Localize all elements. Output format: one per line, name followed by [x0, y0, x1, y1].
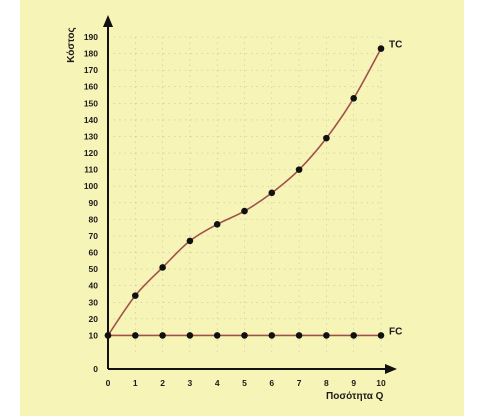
axes-layer — [103, 15, 397, 374]
y-axis-title: Κόστος — [66, 27, 77, 62]
fc-point — [241, 332, 248, 339]
x-tick-label: 0 — [106, 378, 111, 388]
y-tick-label: 190 — [84, 32, 98, 42]
series-layer — [104, 45, 385, 339]
y-tick-label: 160 — [84, 82, 98, 92]
fc-point — [377, 332, 385, 339]
fc-point — [213, 332, 221, 339]
series-labels-layer: TC FC — [389, 40, 402, 338]
tc-point — [213, 221, 221, 228]
tc-point — [295, 166, 303, 173]
y-tick-label: 90 — [89, 198, 99, 208]
y-tick-label: 70 — [89, 231, 99, 241]
y-tick-label: 50 — [89, 264, 99, 274]
chart-panel — [20, 0, 464, 416]
x-tick-label: 4 — [215, 378, 220, 388]
fc-point — [323, 332, 330, 339]
y-tick-label: 80 — [89, 214, 99, 224]
x-tick-label: 7 — [297, 378, 302, 388]
y-tick-label: 0 — [93, 364, 98, 374]
tc-point — [323, 134, 330, 142]
x-tick-label: 3 — [188, 378, 193, 388]
fc-point — [295, 332, 303, 339]
y-tick-label: 170 — [84, 65, 98, 75]
y-tick-label: 10 — [89, 330, 99, 340]
fc-point — [159, 332, 166, 339]
fc-point — [132, 332, 139, 339]
x-tick-label: 6 — [269, 378, 274, 388]
y-tick-label: 20 — [89, 314, 99, 324]
tc-series-label: TC — [389, 40, 402, 51]
fc-point — [186, 332, 194, 339]
x-tick-label: 2 — [160, 378, 165, 388]
fc-point — [104, 332, 112, 339]
tc-point — [377, 45, 385, 52]
y-tick-label: 110 — [84, 165, 98, 175]
y-tick-label: 120 — [84, 148, 98, 158]
y-tick-label: 40 — [89, 281, 99, 291]
x-tick-label: 8 — [324, 378, 329, 388]
tc-point — [241, 207, 248, 215]
tc-point — [159, 264, 166, 271]
y-tick-label: 30 — [89, 297, 99, 307]
y-tick-label: 150 — [84, 98, 98, 108]
x-tick-label: 5 — [242, 378, 247, 388]
tc-point — [132, 292, 139, 299]
x-tick-label: 1 — [133, 378, 138, 388]
x-tick-label: 9 — [351, 378, 356, 388]
x-axis-title: Ποσότητα Q — [326, 391, 384, 402]
tick-labels-layer: 0102030405060708090100110120130140150160… — [84, 32, 386, 388]
fc-point — [268, 332, 276, 339]
x-tick-label: 10 — [376, 378, 386, 388]
x-axis-arrow — [385, 364, 397, 374]
tc-point — [268, 189, 276, 197]
y-axis-arrow — [103, 15, 113, 27]
y-tick-label: 180 — [84, 49, 98, 59]
fc-point — [350, 332, 358, 339]
y-tick-label: 100 — [84, 181, 98, 191]
tc-point — [186, 237, 194, 245]
tc-point — [350, 95, 358, 102]
fc-series-label: FC — [389, 326, 402, 337]
y-tick-label: 140 — [84, 115, 98, 125]
y-tick-label: 130 — [84, 131, 98, 141]
y-tick-label: 60 — [89, 248, 99, 258]
grid-layer — [108, 36, 382, 352]
